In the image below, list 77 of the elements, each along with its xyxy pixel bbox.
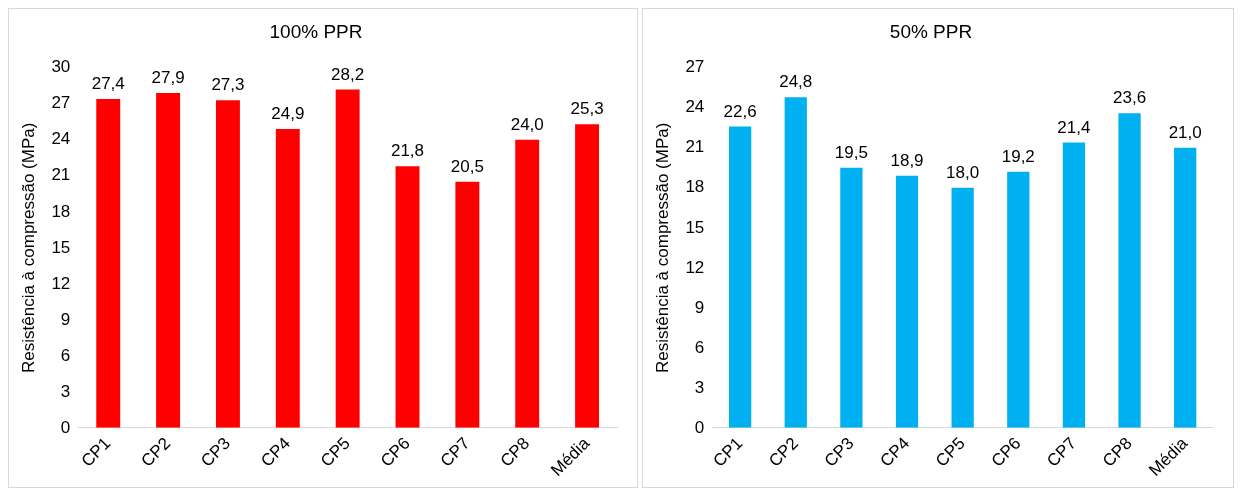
bar xyxy=(1062,142,1086,428)
bar xyxy=(729,126,752,428)
y-tick-label: 9 xyxy=(694,297,705,317)
y-tick-label: 12 xyxy=(51,273,71,293)
y-tick-label: 21 xyxy=(685,137,705,157)
x-tick-label: CP8 xyxy=(496,433,534,471)
y-tick-label: 9 xyxy=(60,309,71,329)
x-tick-label: CP3 xyxy=(197,433,235,471)
y-tick-label: 15 xyxy=(685,217,705,237)
y-tick-label: 18 xyxy=(51,201,71,221)
y-tick-label: 0 xyxy=(694,417,705,437)
bar xyxy=(1007,171,1030,428)
bar xyxy=(575,124,600,428)
y-tick-label: 30 xyxy=(51,57,71,77)
data-label: 21,4 xyxy=(1057,117,1091,137)
bar xyxy=(215,100,240,428)
y-tick-label: 18 xyxy=(685,177,705,197)
bar xyxy=(840,167,863,428)
data-label: 27,3 xyxy=(211,75,245,95)
bar xyxy=(335,89,360,428)
data-label: 18,0 xyxy=(946,163,980,182)
y-tick-label: 27 xyxy=(685,57,705,77)
data-label: 28,2 xyxy=(331,64,365,84)
y-tick-label: 24 xyxy=(685,97,705,117)
data-label: 27,4 xyxy=(91,74,125,94)
y-tick-label: 6 xyxy=(60,345,71,365)
data-label: 22,6 xyxy=(723,101,757,121)
y-tick-label: 6 xyxy=(694,337,705,357)
x-tick-label: CP5 xyxy=(316,433,354,471)
bar xyxy=(455,181,480,428)
y-tick-label: 27 xyxy=(51,93,71,113)
chart-title: 100% PPR xyxy=(269,20,363,42)
y-axis-title: Resistência à compressão (MPa) xyxy=(652,122,672,373)
data-label: 27,9 xyxy=(151,68,185,88)
x-tick-label: CP8 xyxy=(1098,433,1136,471)
x-tick-label: CP3 xyxy=(820,433,858,471)
y-tick-label: 0 xyxy=(60,417,71,437)
data-label: 24,8 xyxy=(779,72,813,92)
y-tick-label: 21 xyxy=(51,165,71,185)
bar xyxy=(156,93,181,428)
y-tick-label: 24 xyxy=(51,129,71,149)
y-tick-label: 12 xyxy=(685,257,705,277)
data-label: 21,0 xyxy=(1168,123,1202,142)
bar xyxy=(895,175,919,428)
data-label: 18,9 xyxy=(890,151,924,170)
bar xyxy=(275,129,300,428)
bar xyxy=(1174,147,1197,428)
x-tick-label: CP7 xyxy=(436,433,474,471)
x-tick-label: CP4 xyxy=(257,433,294,471)
y-tick-label: 15 xyxy=(51,237,71,257)
bar xyxy=(96,99,121,428)
data-label: 25,3 xyxy=(570,99,604,119)
bar xyxy=(951,187,974,428)
x-tick-label: CP6 xyxy=(376,433,414,471)
data-label: 19,5 xyxy=(834,143,868,162)
bar xyxy=(1118,113,1141,428)
bar xyxy=(784,97,807,428)
bar xyxy=(395,166,420,428)
x-tick-label: CP6 xyxy=(987,433,1025,471)
y-tick-label: 3 xyxy=(694,377,705,397)
data-label: 24,0 xyxy=(510,114,544,134)
data-label: 24,9 xyxy=(271,104,305,124)
chart-title: 50% PPR xyxy=(889,20,973,42)
data-label: 23,6 xyxy=(1113,88,1147,108)
bar xyxy=(515,139,540,428)
x-tick-label: CP5 xyxy=(931,433,969,471)
x-tick-label: CP2 xyxy=(765,433,802,471)
y-axis-title: Resistência à compressão (MPa) xyxy=(18,122,38,373)
x-tick-label: CP1 xyxy=(709,433,747,471)
x-tick-label: CP7 xyxy=(1043,433,1081,471)
data-label: 19,2 xyxy=(1001,147,1035,166)
x-tick-label: CP2 xyxy=(137,433,175,471)
x-tick-label: CP4 xyxy=(876,433,914,471)
data-label: 21,8 xyxy=(390,141,425,161)
data-label: 20,5 xyxy=(450,157,484,176)
x-tick-label: CP1 xyxy=(77,433,115,471)
y-tick-label: 3 xyxy=(60,381,71,401)
